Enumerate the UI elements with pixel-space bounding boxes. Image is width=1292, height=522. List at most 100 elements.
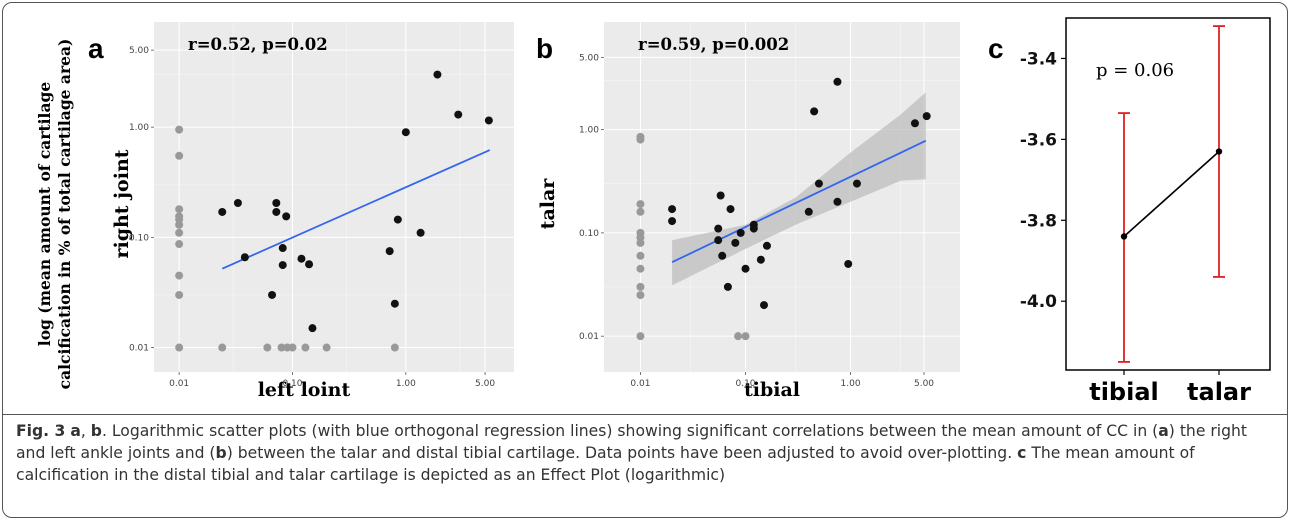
panel-a-y-axis-title: right joint — [111, 149, 133, 258]
black-data-point — [390, 299, 399, 308]
black-data-point — [814, 179, 823, 188]
black-data-point — [760, 301, 769, 310]
black-data-point — [756, 255, 765, 264]
x-tick-label: 0.01 — [630, 379, 650, 389]
black-data-point — [844, 259, 853, 268]
panel-a-x-axis-title: left loint — [258, 379, 351, 401]
black-data-point — [731, 238, 740, 247]
x-tick-label: 5.00 — [914, 379, 934, 389]
regression-line — [671, 139, 927, 264]
y-tick-label: 0.01 — [129, 344, 149, 354]
figure-caption: Fig. 3 a, b. Logarithmic scatter plots (… — [16, 420, 1278, 486]
y-tick-label: 0.10 — [129, 233, 149, 243]
shared-y-label: log (mean amount of cartilage calcificat… — [35, 39, 74, 390]
panel-letter-c: c — [988, 33, 1004, 64]
panel-a-stat-annotation: r=0.52, p=0.02 — [188, 35, 328, 54]
gray-data-point — [175, 125, 184, 134]
y-label-line1: log (mean amount of cartilage — [35, 82, 54, 347]
gray-data-point — [175, 343, 184, 352]
gray-data-point — [175, 220, 184, 229]
mean-point — [1215, 148, 1223, 155]
caption-text: The mean amount of calcification in the … — [16, 444, 1195, 484]
gray-data-point — [636, 251, 645, 260]
category-label: tibial — [1089, 378, 1159, 406]
black-data-point — [833, 77, 842, 86]
black-data-point — [297, 254, 306, 263]
gray-data-point — [636, 282, 645, 291]
black-data-point — [726, 205, 735, 214]
black-data-point — [804, 207, 813, 216]
black-data-point — [741, 264, 750, 273]
panel-a-plot-area — [154, 22, 514, 372]
caption-text: ) between the talar and distal tibial ca… — [226, 444, 1018, 462]
panel-b-y-axis-title: talar — [537, 178, 559, 230]
black-data-point — [308, 324, 317, 333]
panel-c-plot-area — [1065, 17, 1271, 371]
black-data-point — [714, 236, 723, 245]
panel-letter-a: a — [88, 33, 104, 64]
black-data-point — [416, 228, 425, 237]
black-data-point — [385, 247, 394, 256]
panel-b-x-axis-title: tibial — [744, 379, 800, 401]
gray-data-point — [636, 207, 645, 216]
caption-text: , — [80, 422, 91, 440]
black-data-point — [272, 207, 281, 216]
x-tick-label: 5.00 — [475, 379, 495, 389]
gray-data-point — [175, 290, 184, 299]
caption-text: a — [1158, 422, 1169, 440]
black-data-point — [393, 215, 402, 224]
gray-data-point — [288, 343, 297, 352]
gray-data-point — [175, 271, 184, 280]
black-data-point — [723, 282, 732, 291]
y-tick-label: 0.10 — [579, 229, 599, 239]
black-data-point — [810, 107, 819, 116]
y-tick-label: 0.01 — [579, 332, 599, 342]
x-tick-label: 1.00 — [396, 379, 416, 389]
panel-b-stat-annotation: r=0.59, p=0.002 — [638, 35, 789, 54]
caption-text: . Logarithmic scatter plots (with blue o… — [101, 422, 1159, 440]
caption-figure-label: Fig. 3 — [16, 422, 66, 440]
gray-data-point — [390, 343, 399, 352]
black-data-point — [833, 197, 842, 206]
x-tick-label: 0.10 — [735, 379, 755, 389]
gray-data-point — [636, 264, 645, 273]
black-data-point — [910, 119, 919, 128]
x-tick-label: 1.00 — [841, 379, 861, 389]
mean-point — [1120, 233, 1128, 240]
y-tick-label: 1.00 — [129, 123, 149, 133]
black-data-point — [240, 253, 249, 262]
black-data-point — [668, 205, 677, 214]
black-data-point — [233, 198, 242, 207]
caption-text: a — [70, 422, 81, 440]
gray-data-point — [218, 343, 227, 352]
black-data-point — [749, 224, 758, 233]
black-data-point — [305, 260, 314, 269]
gray-data-point — [301, 343, 310, 352]
black-data-point — [272, 198, 281, 207]
black-data-point — [278, 261, 287, 270]
x-tick-label: 0.01 — [169, 379, 189, 389]
black-data-point — [278, 244, 287, 253]
panel-b-plot-area — [604, 22, 960, 372]
y-label-line2: calcification in % of total cartilage ar… — [55, 39, 74, 390]
gray-data-point — [636, 332, 645, 341]
black-data-point — [762, 241, 771, 250]
y-tick-label: 5.00 — [579, 53, 599, 63]
gray-data-point — [741, 332, 750, 341]
black-data-point — [218, 207, 227, 216]
panel-a-scatter: a right joint left loint 0.01 0.10 1.00 5.0… — [88, 22, 514, 401]
black-data-point — [454, 110, 463, 119]
gray-data-point — [277, 343, 286, 352]
black-data-point — [668, 217, 677, 226]
black-data-point — [716, 191, 725, 200]
black-data-point — [484, 116, 493, 125]
caption-text: c — [1017, 444, 1027, 462]
gray-data-point — [175, 240, 184, 249]
y-tick-label: -3.4 — [1020, 49, 1057, 69]
figure-canvas: log (mean amount of cartilage calcificat… — [35, 17, 1271, 406]
mean-connector-line — [1123, 150, 1220, 238]
gray-data-point — [734, 332, 743, 341]
black-data-point — [736, 228, 745, 237]
